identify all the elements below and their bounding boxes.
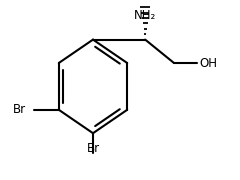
Text: Br: Br [86,142,100,155]
Text: Br: Br [13,103,26,116]
Text: NH₂: NH₂ [134,9,156,22]
Text: OH: OH [199,57,217,69]
